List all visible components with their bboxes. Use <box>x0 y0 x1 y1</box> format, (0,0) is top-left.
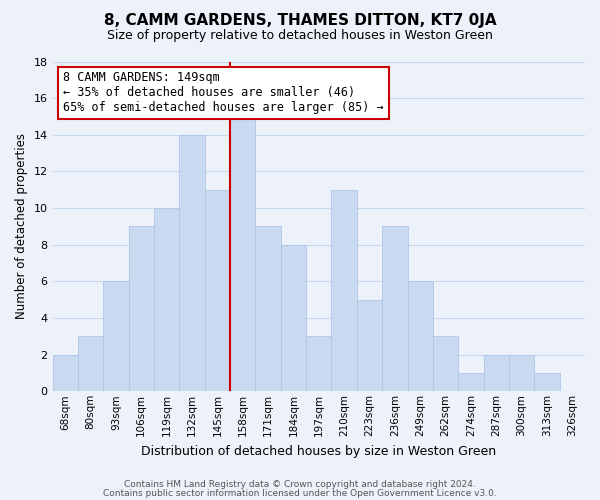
Text: Contains public sector information licensed under the Open Government Licence v3: Contains public sector information licen… <box>103 488 497 498</box>
Bar <box>509 354 534 392</box>
Bar <box>53 354 78 392</box>
X-axis label: Distribution of detached houses by size in Weston Green: Distribution of detached houses by size … <box>141 444 496 458</box>
Bar <box>433 336 458 392</box>
Bar <box>128 226 154 392</box>
Bar <box>205 190 230 392</box>
Bar <box>407 282 433 392</box>
Bar <box>256 226 281 392</box>
Bar <box>179 135 205 392</box>
Text: 8 CAMM GARDENS: 149sqm
← 35% of detached houses are smaller (46)
65% of semi-det: 8 CAMM GARDENS: 149sqm ← 35% of detached… <box>63 72 384 114</box>
Text: 8, CAMM GARDENS, THAMES DITTON, KT7 0JA: 8, CAMM GARDENS, THAMES DITTON, KT7 0JA <box>104 12 496 28</box>
Bar <box>78 336 103 392</box>
Bar <box>281 244 306 392</box>
Bar <box>484 354 509 392</box>
Bar <box>534 373 560 392</box>
Text: Size of property relative to detached houses in Weston Green: Size of property relative to detached ho… <box>107 29 493 42</box>
Text: Contains HM Land Registry data © Crown copyright and database right 2024.: Contains HM Land Registry data © Crown c… <box>124 480 476 489</box>
Bar <box>331 190 357 392</box>
Bar <box>230 116 256 392</box>
Bar <box>154 208 179 392</box>
Y-axis label: Number of detached properties: Number of detached properties <box>15 134 28 320</box>
Bar <box>458 373 484 392</box>
Bar <box>306 336 331 392</box>
Bar <box>382 226 407 392</box>
Bar <box>357 300 382 392</box>
Bar <box>103 282 128 392</box>
